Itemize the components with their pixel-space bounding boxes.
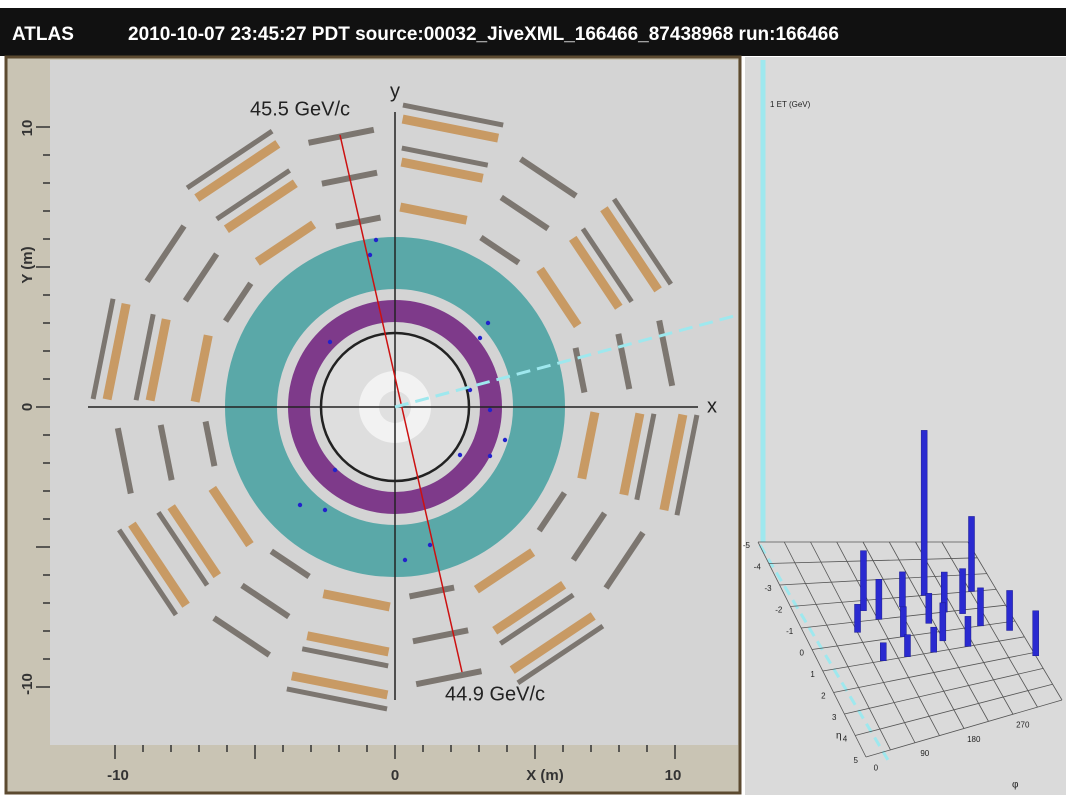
- et-tower: [940, 603, 946, 641]
- lego-eta-label: η: [836, 731, 842, 742]
- phi-tick-label: 90: [920, 749, 929, 758]
- et-tower: [880, 643, 886, 661]
- phi-tick-label: 0: [874, 763, 879, 772]
- hit: [298, 503, 302, 507]
- et-tower: [1007, 590, 1013, 630]
- eta-tick-label: -2: [775, 606, 783, 615]
- y-tick-label: 0: [19, 403, 36, 411]
- et-tower: [855, 604, 861, 632]
- x-tick-label: 10: [665, 767, 682, 784]
- y-axis-title: Y (m): [19, 246, 36, 283]
- et-tower: [931, 627, 937, 652]
- phi-tick-label: 270: [1016, 721, 1030, 730]
- et-tower: [876, 579, 882, 619]
- x-tick-label: 0: [391, 767, 399, 784]
- hit: [368, 253, 372, 257]
- et-tower: [1033, 611, 1039, 656]
- et-tower: [926, 593, 932, 623]
- hit: [458, 453, 462, 457]
- track-momentum: 45.5 GeV/c: [250, 98, 350, 120]
- et-tower: [969, 516, 975, 591]
- event-info: 2010-10-07 23:45:27 PDT source:00032_Jiv…: [128, 24, 839, 45]
- phi-tick-label: 180: [967, 735, 981, 744]
- y-tick-label: 10: [19, 120, 36, 137]
- et-tower: [860, 551, 866, 611]
- lego-z-label: 1 ET (GeV): [770, 100, 811, 109]
- et-tower: [960, 569, 966, 614]
- eta-tick-label: 1: [810, 670, 815, 679]
- hit: [503, 438, 507, 442]
- eta-tick-label: -5: [743, 541, 751, 550]
- et-tower: [965, 616, 971, 646]
- x-axis-title: X (m): [526, 767, 564, 784]
- lego-phi-label: φ: [1012, 780, 1019, 791]
- et-tower: [904, 635, 910, 657]
- et-tower: [900, 607, 906, 637]
- hit: [403, 558, 407, 562]
- x-tick-label: -10: [107, 767, 129, 784]
- eta-tick-label: 3: [832, 713, 837, 722]
- eta-tick-label: -3: [764, 584, 772, 593]
- track-momentum: 44.9 GeV/c: [445, 683, 545, 705]
- experiment-name: ATLAS: [12, 24, 74, 45]
- hit: [333, 468, 337, 472]
- et-tower: [921, 430, 927, 595]
- eta-tick-label: -1: [786, 627, 794, 636]
- hit: [374, 238, 378, 242]
- y-axis-letter: y: [390, 80, 400, 102]
- eta-tick-label: 5: [854, 756, 859, 765]
- hit: [486, 321, 490, 325]
- hit: [478, 336, 482, 340]
- x-axis-letter: x: [707, 395, 717, 417]
- hit: [323, 508, 327, 512]
- et-tower: [977, 588, 983, 626]
- eta-tick-label: 2: [821, 692, 826, 701]
- event-display: ATLAS 2010-10-07 23:45:27 PDT source:000…: [0, 0, 1066, 795]
- eta-tick-label: -4: [754, 563, 762, 572]
- hit: [488, 408, 492, 412]
- eta-tick-label: 4: [843, 735, 848, 744]
- hit: [328, 340, 332, 344]
- y-tick-label: -10: [19, 673, 36, 695]
- lego-panel: [745, 57, 1066, 795]
- eta-tick-label: 0: [800, 649, 805, 658]
- et-tower: [899, 572, 905, 607]
- hit: [428, 543, 432, 547]
- hit: [488, 454, 492, 458]
